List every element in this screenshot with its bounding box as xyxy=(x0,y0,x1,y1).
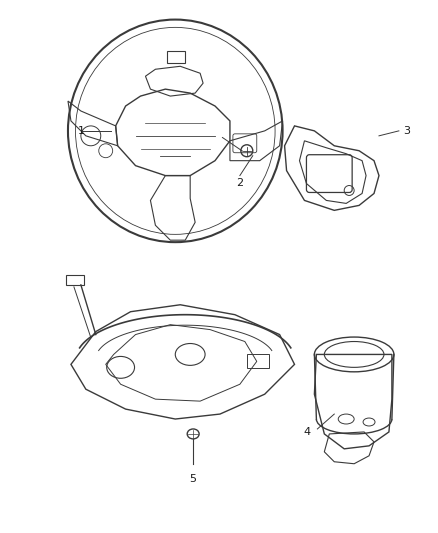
Text: 3: 3 xyxy=(403,126,410,136)
Bar xyxy=(247,354,268,368)
Text: 4: 4 xyxy=(304,427,311,437)
Text: 2: 2 xyxy=(237,177,244,188)
Bar xyxy=(66,275,84,285)
Text: 5: 5 xyxy=(190,474,197,483)
Text: 1: 1 xyxy=(78,126,85,136)
